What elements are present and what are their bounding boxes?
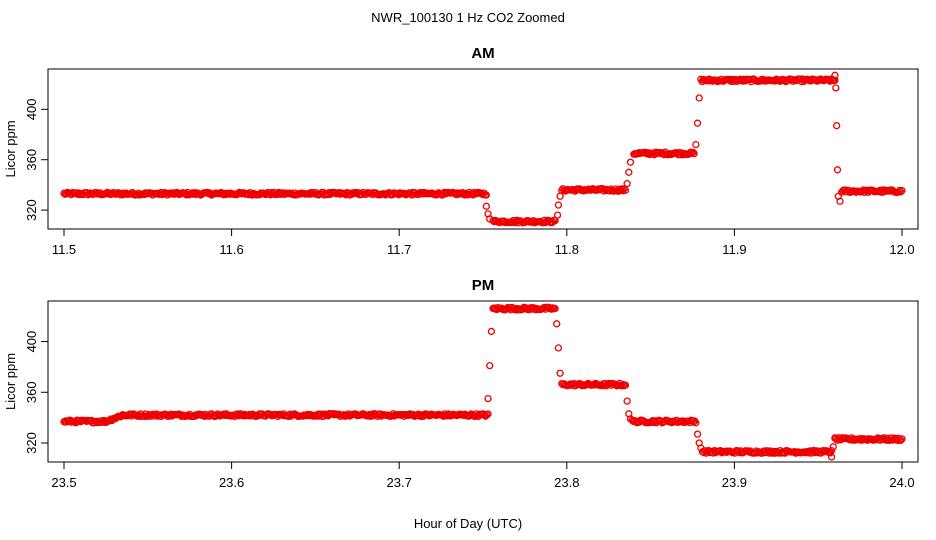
data-point xyxy=(695,94,703,102)
data-point xyxy=(693,430,702,438)
data-point xyxy=(690,149,698,158)
data-point xyxy=(689,148,697,156)
data-points xyxy=(60,303,906,461)
data-point xyxy=(692,419,700,427)
x-tick-label: 12.0 xyxy=(889,242,914,257)
x-tick-label: 24.0 xyxy=(889,475,914,490)
data-point xyxy=(833,166,842,174)
data-point xyxy=(827,453,836,461)
chart-panel-am: AM Licor ppm 11.5 11.6 11.7 11.8 11.9 12.0 320 36… xyxy=(3,45,919,257)
data-point xyxy=(895,186,904,195)
data-point xyxy=(623,179,631,188)
y-tick-label: 320 xyxy=(24,432,39,454)
data-point xyxy=(621,186,630,194)
data-point xyxy=(482,202,491,210)
data-point xyxy=(551,304,559,313)
figure-xlabel: Hour of Day (UTC) xyxy=(414,516,522,531)
data-point xyxy=(554,201,563,209)
data-point xyxy=(693,119,702,127)
panels: AM Licor ppm 11.5 11.6 11.7 11.8 11.9 12.0 320 36… xyxy=(3,45,919,490)
data-point xyxy=(897,436,905,444)
x-tick-label: 23.7 xyxy=(387,475,412,490)
data-point xyxy=(487,327,496,336)
data-point xyxy=(623,397,631,405)
x-tick-label: 11.5 xyxy=(52,242,76,257)
data-point xyxy=(831,434,839,442)
x-tick-label: 23.8 xyxy=(554,475,579,490)
y-tick-label: 400 xyxy=(24,98,39,120)
data-point xyxy=(898,435,906,443)
data-point xyxy=(482,191,491,199)
y-axis-label: Licor ppm xyxy=(3,353,18,410)
data-point xyxy=(618,382,626,390)
x-tick-label: 23.9 xyxy=(722,475,747,490)
panel-title: AM xyxy=(471,45,494,62)
x-tick-label: 23.5 xyxy=(51,475,76,490)
data-point xyxy=(625,168,633,176)
data-points xyxy=(60,71,906,227)
x-tick-label: 11.9 xyxy=(722,242,746,257)
data-point xyxy=(554,344,563,352)
data-point xyxy=(898,186,906,195)
data-point xyxy=(832,122,841,130)
data-point xyxy=(483,411,491,419)
figure-title: NWR_100130 1 Hz CO2 Zoomed xyxy=(371,10,565,25)
y-axis-label: Licor ppm xyxy=(3,120,18,177)
y-tick-label: 360 xyxy=(24,381,39,403)
data-point xyxy=(831,71,839,79)
x-tick-label: 23.6 xyxy=(219,475,244,490)
data-point xyxy=(553,211,562,219)
chart-panel-pm: PM Licor ppm 23.5 23.6 23.7 23.8 23.9 24.0 320 36… xyxy=(3,277,919,490)
x-tick-label: 11.7 xyxy=(387,242,411,257)
data-point xyxy=(832,84,840,92)
data-point xyxy=(686,148,695,156)
data-point xyxy=(836,197,844,205)
y-tick-label: 400 xyxy=(24,331,39,353)
data-point xyxy=(553,320,561,328)
data-point xyxy=(897,188,905,196)
plot-frame xyxy=(47,300,919,463)
data-point xyxy=(486,361,494,370)
data-point xyxy=(626,158,635,166)
x-tick-label: 11.8 xyxy=(555,242,579,257)
data-point xyxy=(484,394,492,403)
y-tick-label: 360 xyxy=(24,149,39,171)
data-point xyxy=(556,192,564,200)
x-tick-label: 11.6 xyxy=(219,242,243,257)
data-point xyxy=(829,443,837,451)
data-point xyxy=(692,140,700,149)
data-point xyxy=(556,369,564,377)
panel-title: PM xyxy=(472,277,495,294)
data-point xyxy=(486,215,494,223)
y-tick-label: 320 xyxy=(24,199,39,221)
data-point xyxy=(697,444,705,452)
data-point xyxy=(617,186,625,195)
data-point xyxy=(484,410,492,418)
data-point xyxy=(626,415,635,423)
data-point xyxy=(831,76,839,84)
data-point xyxy=(621,381,630,389)
